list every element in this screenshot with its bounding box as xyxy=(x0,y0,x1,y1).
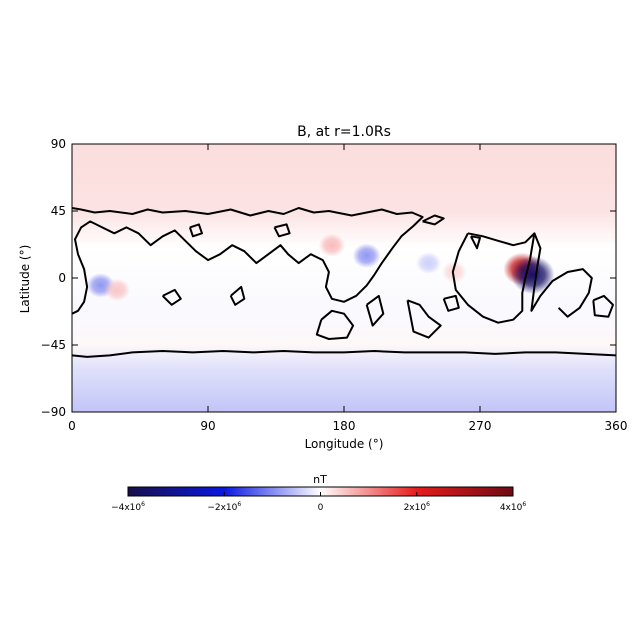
contour-line xyxy=(451,232,536,324)
plot-area: 0 90 180 270 360 90 45 0 −45 −90 xyxy=(41,137,628,433)
contour-line xyxy=(470,235,481,250)
y-tick-label: −45 xyxy=(41,338,66,352)
colorbar-tick-label: −2x106 xyxy=(207,501,241,513)
contour-line xyxy=(72,350,616,358)
colorbar-tick-label: 2x106 xyxy=(404,501,431,513)
chart-title: B, at r=1.0Rs xyxy=(297,124,391,140)
y-tick-label: 45 xyxy=(51,204,66,218)
contour-line xyxy=(530,232,593,318)
x-axis-label: Longitude (°) xyxy=(305,437,384,451)
y-axis-label: Latitude (°) xyxy=(18,245,32,314)
contour-line xyxy=(592,294,614,318)
colorbar: nT −4x106 −2x106 0 2x106 4x106 xyxy=(111,473,526,513)
y-tick-label: 0 xyxy=(58,271,66,285)
x-tick-label: 180 xyxy=(333,419,356,433)
field-blob xyxy=(441,261,467,283)
field-blob xyxy=(352,243,381,268)
colorbar-tick-label: 0 xyxy=(318,503,324,513)
contour-line xyxy=(365,294,385,327)
field-blob xyxy=(416,252,442,275)
contour-line xyxy=(442,294,460,312)
x-tick-label: 360 xyxy=(605,419,628,433)
colorbar-label: nT xyxy=(313,473,327,486)
contour-line xyxy=(273,223,291,238)
field-blob xyxy=(511,256,555,294)
field-image xyxy=(72,144,616,412)
y-tick-label: 90 xyxy=(51,137,66,151)
contour-line xyxy=(161,288,182,306)
contour-line xyxy=(315,309,355,340)
colorbar-tick-label: −4x106 xyxy=(111,501,145,513)
x-tick-label: 0 xyxy=(68,419,76,433)
contour-line xyxy=(422,214,445,226)
y-tick-label: −90 xyxy=(41,405,66,419)
contour-line xyxy=(406,299,442,339)
field-blob xyxy=(318,233,346,257)
x-tick-label: 270 xyxy=(469,419,492,433)
contour-line xyxy=(72,207,424,315)
contour-line xyxy=(188,223,203,238)
contour-lines xyxy=(72,207,616,358)
x-tick-label: 90 xyxy=(200,419,215,433)
contour-line xyxy=(229,285,246,306)
field-blob xyxy=(104,278,131,302)
colorbar-tick-label: 4x106 xyxy=(500,501,527,513)
